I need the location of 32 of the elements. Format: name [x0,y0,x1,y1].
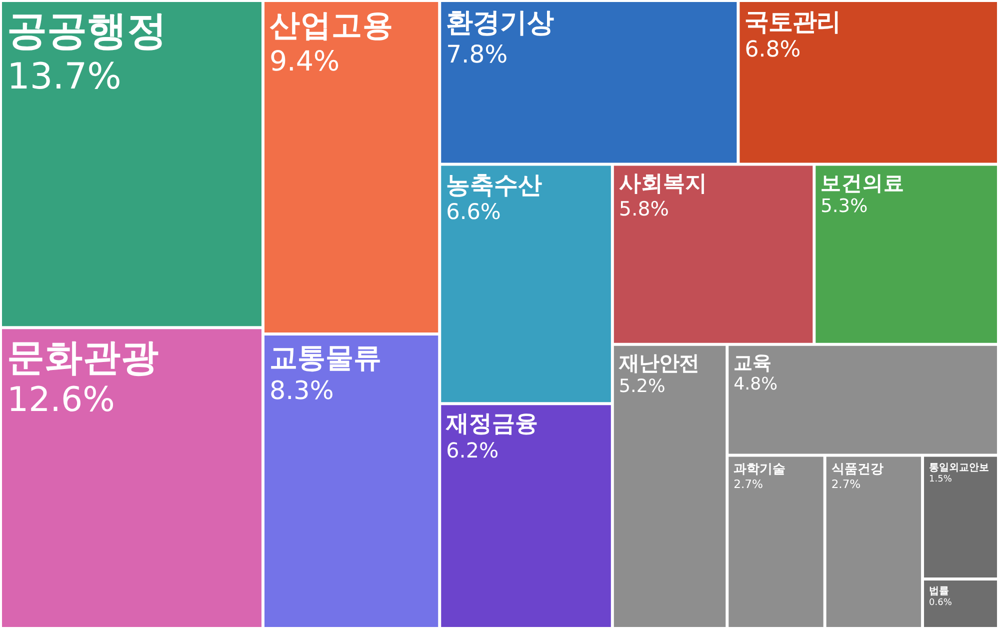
data-label: 1.5% [929,474,952,484]
category-label: 문화관광 [7,334,159,379]
category-label: 보건의료 [820,171,905,196]
data-label: 8.3% [269,374,334,405]
category-label: 국토관리 [744,7,841,36]
data-label: 6.6% [446,200,501,226]
data-label: 5.3% [820,196,868,218]
category-label: 환경기상 [446,8,554,39]
data-label: 5.2% [618,376,666,397]
data-label: 2.7% [831,477,861,492]
data-label: 12.6% [7,380,115,420]
category-label: 재정금융 [445,410,538,437]
category-label: 교육 [734,350,772,374]
data-label: 9.4% [269,44,340,78]
category-label: 과학기술 [734,462,786,477]
data-label: 6.2% [446,438,499,462]
data-label: 13.7% [7,56,122,98]
category-label: 농축수산 [446,171,542,200]
data-label: 7.8% [446,40,508,69]
data-label: 4.8% [734,374,778,395]
category-label: 산업고용 [269,7,394,44]
category-label: 사회복지 [618,171,707,196]
category-label: 식품건강 [831,462,884,477]
data-label: 6.8% [744,37,801,62]
category-label: 공공행정 [7,8,167,54]
data-label: 5.8% [618,198,670,221]
category-label: 법률 [929,586,950,598]
data-label: 0.6% [929,598,952,608]
category-label: 통일외교안보 [929,462,990,474]
category-label: 교통물류 [269,340,382,374]
data-label: 2.7% [734,477,763,492]
category-label: 재난안전 [618,351,699,376]
